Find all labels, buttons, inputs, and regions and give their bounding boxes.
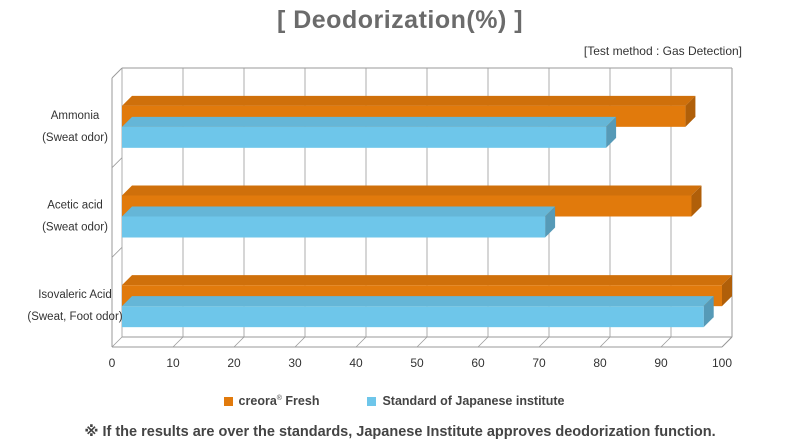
bar-creora-fresh-0-side — [685, 95, 696, 127]
bar-standard-0 — [122, 126, 607, 148]
x-tick-label-0: 0 — [109, 356, 116, 370]
floor-tick-30 — [294, 336, 306, 348]
x-tick-label-70: 70 — [532, 356, 546, 370]
bar-creora-fresh-2-top — [122, 275, 732, 286]
floor-tick-100 — [721, 336, 733, 348]
x-tick-label-30: 30 — [288, 356, 302, 370]
bar-standard-1-side — [545, 206, 556, 238]
category-label-1-0: Acetic acid — [47, 200, 103, 212]
floor-tick-20 — [233, 336, 245, 348]
x-tick-label-100: 100 — [712, 356, 732, 370]
category-label-2-1: (Sweat, Foot odor) — [27, 311, 122, 323]
floor-tick-70 — [538, 336, 550, 348]
legend: creora® Fresh Standard of Japanese insti… — [0, 394, 794, 408]
x-tick-label-80: 80 — [593, 356, 607, 370]
floor-tick-50 — [416, 336, 428, 348]
x-tick-label-10: 10 — [166, 356, 180, 370]
deodorization-bar-chart: 0 10 20 30 40 50 60 70 80 90 100 Ammonia (Sweat odor… — [27, 67, 733, 370]
floor-tick-40 — [355, 336, 367, 348]
x-tick-label-40: 40 — [349, 356, 363, 370]
x-tick-label-90: 90 — [654, 356, 668, 370]
floor-tick-90 — [660, 336, 672, 348]
category-label-2-0: Isovaleric Acid — [38, 289, 112, 301]
bar-creora-fresh-1-top — [122, 185, 702, 196]
bar-standard-2-side — [703, 296, 714, 328]
x-tick-label-50: 50 — [410, 356, 424, 370]
floor-tick-10 — [172, 336, 184, 348]
category-separator-1 — [111, 157, 123, 168]
chart-title: [ Deodorization(%) ] — [276, 6, 524, 34]
bar-standard-2-top — [122, 296, 714, 307]
category-separator-2 — [111, 247, 123, 258]
bar-creora-fresh-0-top — [122, 95, 696, 106]
legend-label-creora-fresh: creora® Fresh — [238, 394, 320, 408]
floor-tick-60 — [477, 336, 489, 348]
category-label-0-0: Ammonia — [51, 110, 100, 122]
test-method-label: [Test method : Gas Detection] — [583, 44, 742, 58]
bar-standard-2 — [122, 306, 704, 328]
bar-creora-fresh-2-side — [722, 275, 732, 307]
bar-standard-0-side — [606, 116, 617, 148]
category-label-1-1: (Sweat odor) — [42, 222, 108, 234]
bar-standard-0-top — [122, 116, 617, 127]
footnote: ※ If the results are over the standards,… — [84, 424, 716, 440]
legend-swatch-creora-fresh — [223, 396, 233, 406]
bar-creora-fresh-1-side — [691, 185, 702, 217]
left-top-edge — [111, 67, 123, 79]
x-tick-label-20: 20 — [227, 356, 241, 370]
category-label-0-1: (Sweat odor) — [42, 132, 108, 144]
legend-label-standard: Standard of Japanese institute — [382, 394, 565, 408]
legend-item-creora-fresh: creora® Fresh — [223, 394, 320, 408]
bar-standard-1 — [122, 216, 546, 238]
legend-item-standard: Standard of Japanese institute — [367, 394, 564, 408]
bar-standard-1-top — [122, 206, 556, 217]
legend-swatch-standard — [367, 396, 377, 406]
floor-tick-0 — [111, 336, 123, 348]
x-tick-label-60: 60 — [471, 356, 485, 370]
floor-tick-80 — [599, 336, 611, 348]
